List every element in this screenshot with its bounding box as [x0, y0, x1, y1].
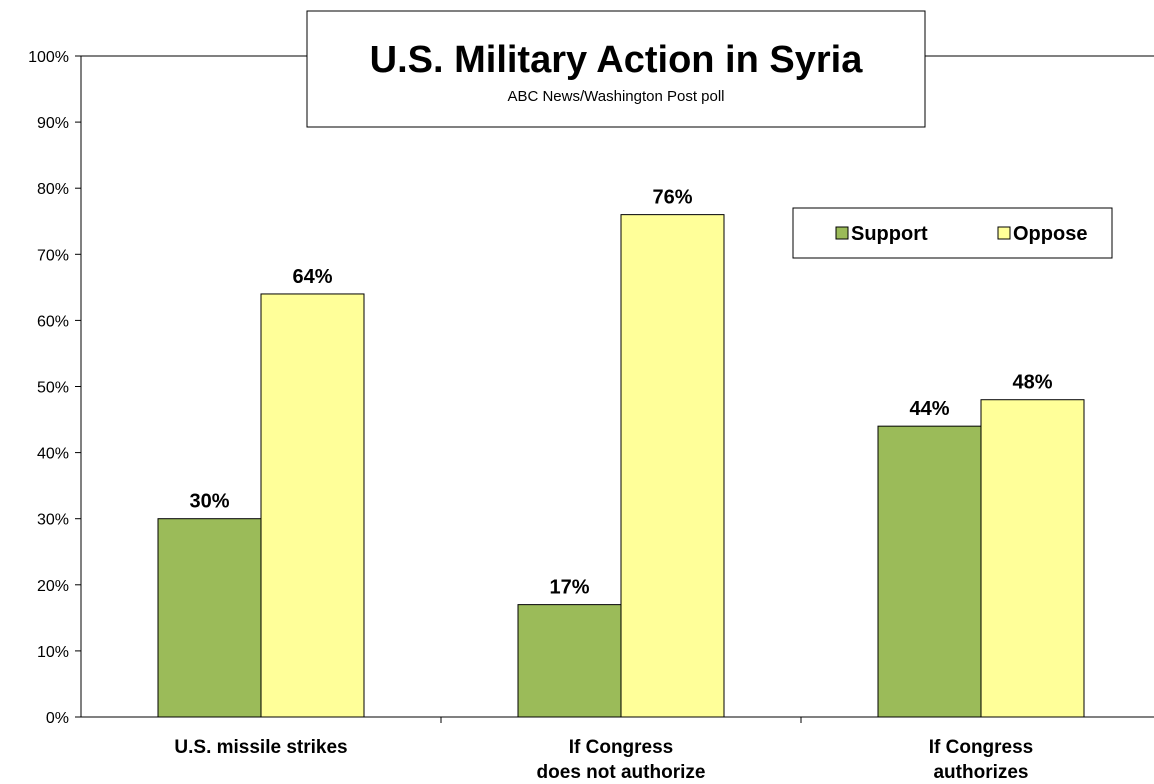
legend-swatch-support	[835, 226, 849, 240]
legend-label-oppose: Oppose	[1013, 223, 1087, 245]
y-tick-label: 90%	[37, 115, 69, 132]
legend-swatch-oppose	[997, 226, 1011, 240]
chart-subtitle: ABC News/Washington Post poll	[507, 88, 724, 105]
chart-title: U.S. Military Action in Syria	[370, 39, 864, 81]
bar-oppose	[620, 214, 725, 718]
y-tick-label: 50%	[37, 380, 69, 397]
data-label-oppose: 48%	[1012, 372, 1052, 394]
bar-oppose	[260, 293, 365, 718]
data-label-support: 17%	[549, 577, 589, 599]
y-tick-label: 30%	[37, 512, 69, 529]
bar-support	[157, 518, 262, 718]
category-label: If Congress	[569, 737, 674, 758]
data-label-support: 30%	[189, 491, 229, 513]
y-tick-label: 40%	[37, 446, 69, 463]
legend: Support Oppose	[792, 207, 1113, 259]
bars	[157, 214, 1085, 718]
bar-oppose	[980, 399, 1085, 718]
bar-support	[877, 425, 982, 718]
data-label-oppose: 76%	[652, 187, 692, 209]
y-tick-label: 100%	[28, 49, 69, 66]
category-label: U.S. missile strikes	[174, 737, 347, 758]
bar-support	[517, 604, 622, 718]
y-tick-label: 80%	[37, 181, 69, 198]
category-labels: U.S. missile strikes If Congress does not …	[174, 737, 1033, 783]
y-tick-label: 10%	[37, 644, 69, 661]
category-label: If Congress	[929, 737, 1034, 758]
category-label: authorizes	[933, 762, 1028, 783]
x-ticks	[440, 717, 802, 723]
data-labels: 30% 17% 44% 64% 76% 48%	[189, 187, 1052, 599]
y-tick-label: 0%	[46, 710, 69, 727]
y-tick-label: 60%	[37, 313, 69, 330]
y-ticks: 0% 10% 20% 30% 40% 50% 60% 70% 80% 90% 100%	[28, 49, 81, 727]
legend-label-support: Support	[851, 223, 928, 245]
title-box-border	[306, 10, 926, 128]
data-label-oppose: 64%	[292, 266, 332, 288]
y-tick-label: 20%	[37, 578, 69, 595]
title-box: U.S. Military Action in Syria ABC News/W…	[306, 10, 926, 128]
category-label: does not authorize	[537, 762, 706, 783]
y-tick-label: 70%	[37, 247, 69, 264]
data-label-support: 44%	[909, 398, 949, 420]
